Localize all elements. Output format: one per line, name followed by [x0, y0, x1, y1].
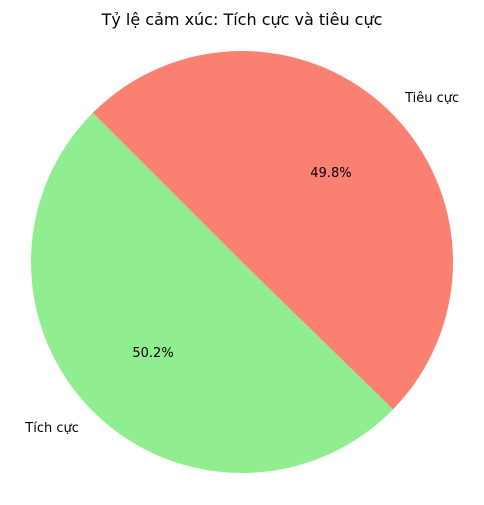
slice-label-1: Tiêu cực: [404, 91, 459, 106]
slice-percent-1: 49.8%: [310, 166, 351, 181]
pie-slice-1: [92, 50, 454, 410]
slices-layer: [31, 50, 454, 473]
pie-slice-0: [31, 112, 394, 473]
labels-layer: Tích cực 50.2% Tiêu cực 49.8%: [24, 91, 459, 436]
slice-label-0: Tích cực: [24, 421, 79, 436]
chart-title: Tỷ lệ cảm xúc: Tích cực và tiêu cực: [101, 10, 383, 29]
slice-percent-0: 50.2%: [132, 346, 173, 361]
